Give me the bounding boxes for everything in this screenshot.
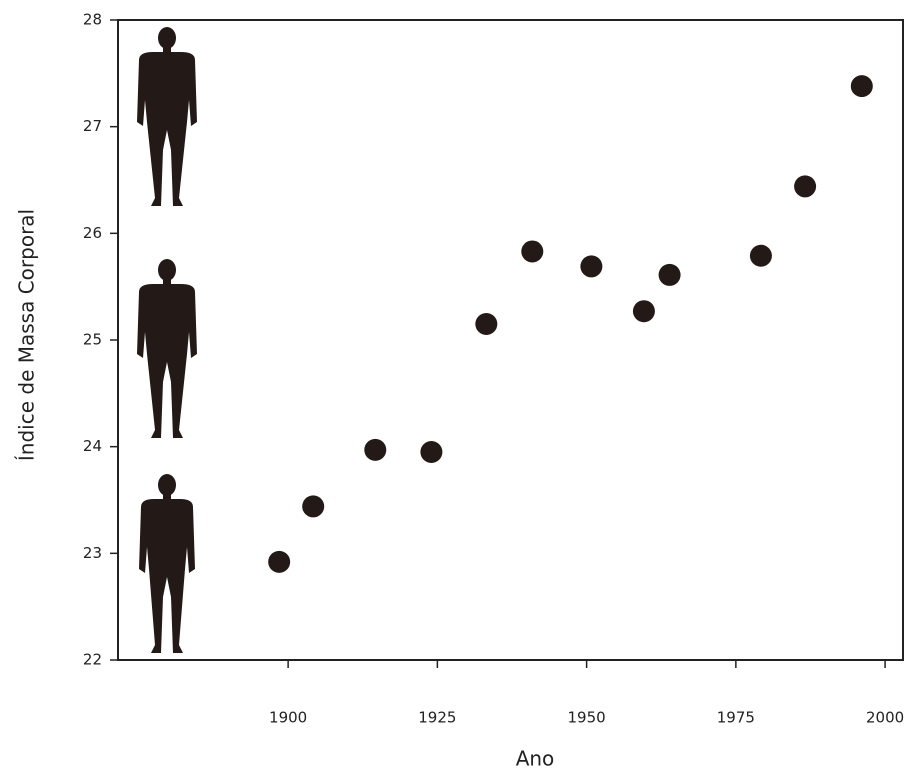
silhouette bbox=[137, 27, 197, 206]
silhouettes bbox=[137, 27, 197, 653]
point bbox=[749, 244, 772, 267]
point bbox=[302, 495, 325, 518]
y-tick-label: 26 bbox=[83, 224, 102, 242]
point bbox=[658, 263, 681, 286]
point bbox=[364, 438, 387, 461]
y-tick-label: 27 bbox=[83, 117, 102, 135]
silhouette bbox=[139, 474, 195, 653]
x-tick-label: 1925 bbox=[418, 709, 456, 727]
x-tick-label: 2000 bbox=[866, 709, 904, 727]
silhouette bbox=[137, 259, 197, 438]
x-tick-label: 1975 bbox=[717, 709, 755, 727]
plot-frame bbox=[117, 19, 904, 661]
point bbox=[475, 313, 498, 335]
y-tick-label: 22 bbox=[83, 651, 102, 669]
point bbox=[580, 255, 603, 278]
point bbox=[850, 75, 873, 98]
x-tick-label: 1900 bbox=[269, 709, 307, 727]
y-tick-label: 28 bbox=[83, 11, 102, 29]
point bbox=[632, 300, 655, 323]
point bbox=[794, 175, 817, 198]
point bbox=[521, 240, 544, 263]
y-tick-label: 24 bbox=[83, 437, 102, 455]
point bbox=[268, 550, 291, 573]
point bbox=[420, 441, 443, 463]
y-tick-label: 25 bbox=[83, 331, 102, 349]
y-axis-title: Índice de Massa Corporal bbox=[15, 209, 39, 461]
x-axis-title: Ano bbox=[516, 747, 555, 771]
x-tick-label: 1950 bbox=[568, 709, 606, 727]
y-tick-label: 23 bbox=[83, 544, 102, 562]
